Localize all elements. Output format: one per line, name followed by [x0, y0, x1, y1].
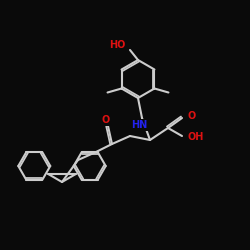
Text: HN: HN	[131, 120, 147, 130]
Text: HO: HO	[110, 40, 126, 50]
Text: O: O	[102, 115, 110, 125]
Text: OH: OH	[187, 132, 204, 142]
Text: O: O	[187, 111, 195, 121]
